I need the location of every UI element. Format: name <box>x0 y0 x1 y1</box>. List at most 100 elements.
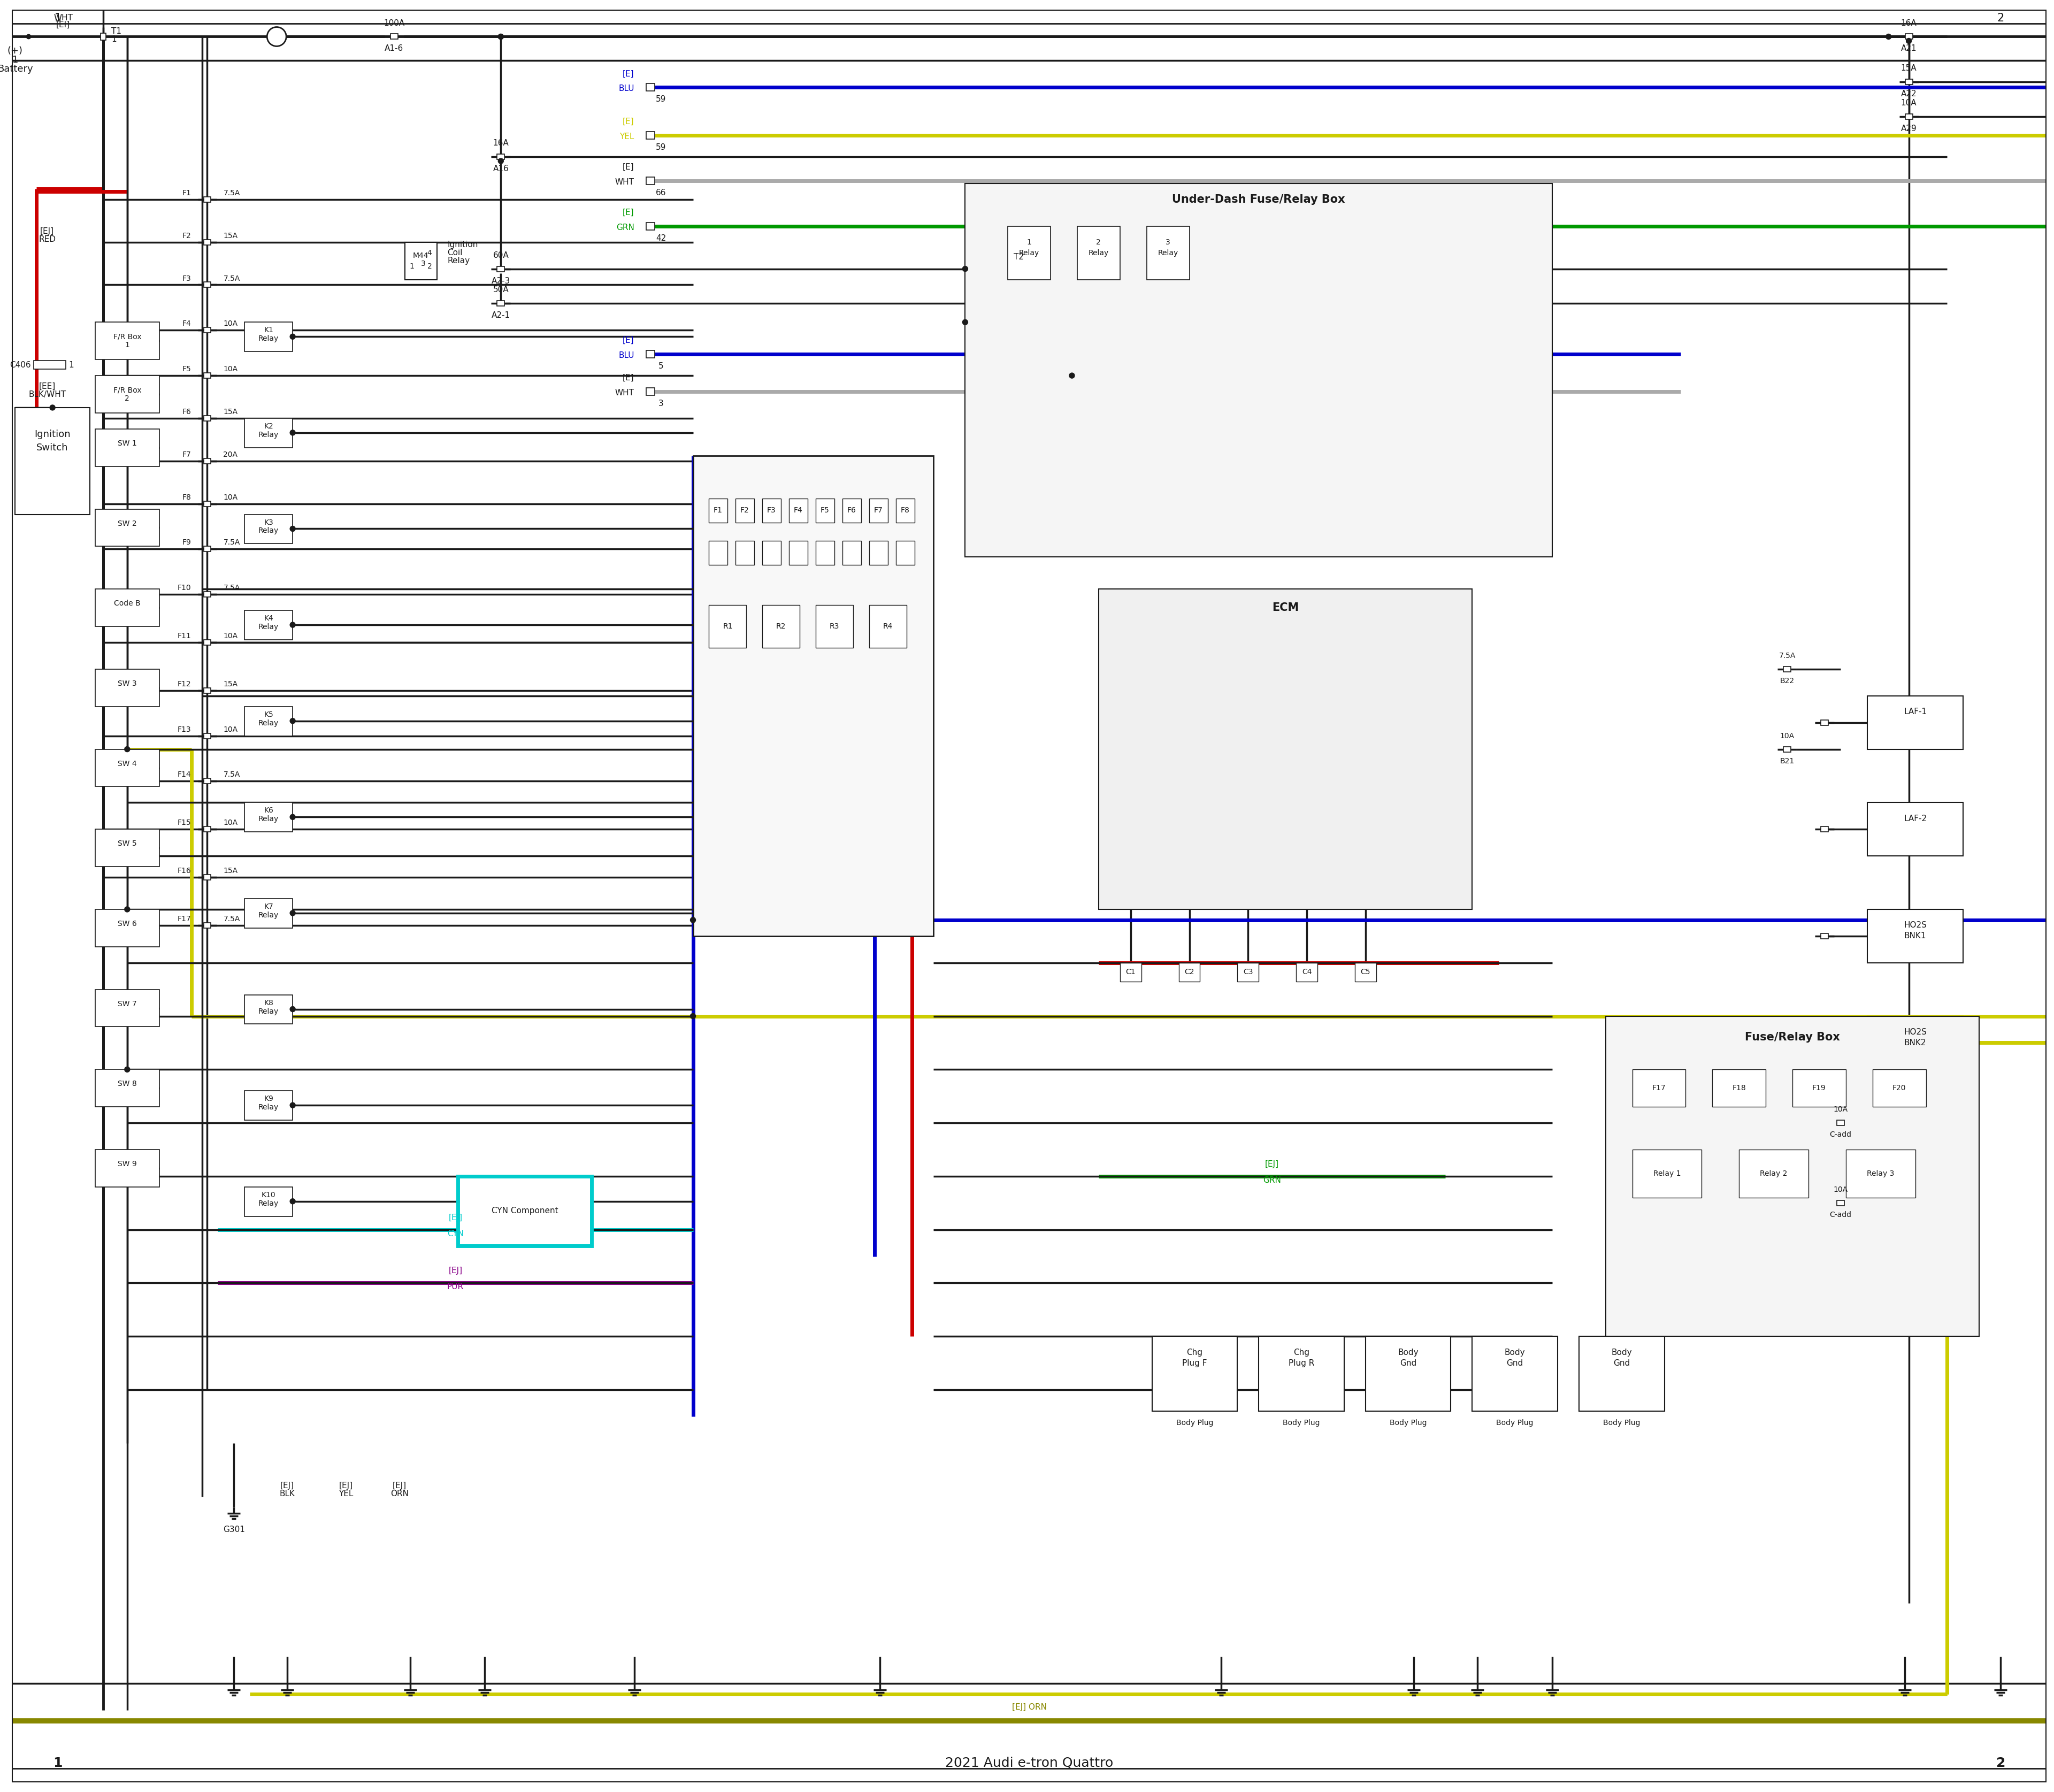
Text: GRN: GRN <box>616 224 635 231</box>
Text: Body: Body <box>1506 1348 1526 1357</box>
Text: 2021 Audi e-tron Quattro: 2021 Audi e-tron Quattro <box>945 1756 1113 1770</box>
Bar <box>1633 1070 1686 1107</box>
Text: B22: B22 <box>1781 677 1795 685</box>
Text: BLK/WHT: BLK/WHT <box>29 391 66 398</box>
Circle shape <box>290 430 296 435</box>
Text: Chg: Chg <box>1187 1348 1204 1357</box>
Text: Body Plug: Body Plug <box>1177 1419 1214 1426</box>
Text: F4: F4 <box>183 321 191 328</box>
Circle shape <box>499 158 503 163</box>
Bar <box>1873 1070 1927 1107</box>
Circle shape <box>290 1199 296 1204</box>
Circle shape <box>1886 34 1892 39</box>
Circle shape <box>963 319 967 324</box>
Bar <box>692 455 933 935</box>
Circle shape <box>125 907 129 912</box>
Bar <box>203 778 212 783</box>
Text: 1: 1 <box>111 36 117 43</box>
Circle shape <box>963 267 967 272</box>
Bar <box>1179 962 1200 982</box>
Circle shape <box>690 1014 696 1020</box>
Bar <box>762 541 781 564</box>
Text: K4: K4 <box>263 615 273 622</box>
Text: 3: 3 <box>659 400 663 407</box>
Text: 2: 2 <box>427 262 431 271</box>
Text: Relay: Relay <box>259 335 279 342</box>
Text: Gnd: Gnd <box>1401 1358 1417 1367</box>
Text: 2: 2 <box>1996 13 2005 23</box>
Text: [E]: [E] <box>622 375 635 382</box>
Text: C4: C4 <box>1302 968 1313 975</box>
Bar <box>94 376 160 412</box>
Text: 1: 1 <box>125 342 129 349</box>
Text: A29: A29 <box>1900 125 1916 133</box>
Bar <box>94 323 160 360</box>
Bar <box>842 498 861 521</box>
Bar <box>1473 1337 1557 1410</box>
Bar <box>203 591 212 597</box>
Text: F6: F6 <box>183 409 191 416</box>
Text: B21: B21 <box>1781 758 1795 765</box>
Text: 2: 2 <box>1097 238 1101 246</box>
Text: 60A: 60A <box>493 251 509 260</box>
Circle shape <box>499 34 503 39</box>
Bar <box>842 541 861 564</box>
Text: 15A: 15A <box>224 409 238 416</box>
Bar <box>101 32 107 41</box>
Text: Ignition: Ignition <box>35 430 70 439</box>
Circle shape <box>267 27 286 47</box>
Text: 15A: 15A <box>1900 65 1916 72</box>
Bar <box>647 177 655 185</box>
Text: Relay: Relay <box>259 1007 279 1014</box>
Text: 1: 1 <box>68 360 74 369</box>
Bar <box>244 995 292 1023</box>
Text: F/R Box: F/R Box <box>113 333 142 340</box>
Text: SW 1: SW 1 <box>117 439 138 448</box>
Text: 42: 42 <box>655 235 665 242</box>
Text: K1: K1 <box>263 326 273 333</box>
Text: K5: K5 <box>263 711 273 719</box>
Text: M44: M44 <box>413 251 429 260</box>
Bar <box>244 706 292 737</box>
Text: [E]: [E] <box>622 337 635 344</box>
Bar <box>815 498 834 521</box>
Text: Body Plug: Body Plug <box>1495 1419 1534 1426</box>
Text: F6: F6 <box>846 507 857 514</box>
Text: Body Plug: Body Plug <box>1284 1419 1321 1426</box>
Text: (+): (+) <box>8 47 23 56</box>
Text: [EJ]: [EJ] <box>448 1213 462 1222</box>
Text: Gnd: Gnd <box>1612 1358 1631 1367</box>
Text: 1: 1 <box>53 1756 62 1770</box>
Bar <box>735 498 754 521</box>
Bar <box>1296 962 1317 982</box>
Text: Body: Body <box>1399 1348 1419 1357</box>
Circle shape <box>290 527 296 532</box>
Text: F7: F7 <box>873 507 883 514</box>
Bar <box>203 923 212 928</box>
Text: F5: F5 <box>820 507 830 514</box>
Bar <box>203 459 212 464</box>
Bar <box>1820 720 1828 726</box>
Bar <box>497 267 505 272</box>
Text: 1: 1 <box>1027 238 1031 246</box>
Circle shape <box>690 918 696 923</box>
Bar <box>1713 1070 1766 1107</box>
Bar <box>244 898 292 928</box>
Circle shape <box>49 405 55 410</box>
Text: Code B: Code B <box>113 600 140 607</box>
Text: [EJ]: [EJ] <box>279 1482 294 1489</box>
Bar <box>94 1149 160 1186</box>
Text: 7.5A: 7.5A <box>224 584 240 591</box>
Text: CYN Component: CYN Component <box>491 1206 559 1215</box>
Text: 3: 3 <box>1167 238 1171 246</box>
Bar <box>1820 826 1828 831</box>
Text: F19: F19 <box>1812 1084 1826 1091</box>
Text: 15A: 15A <box>224 231 238 240</box>
Text: F18: F18 <box>1732 1084 1746 1091</box>
Text: BLU: BLU <box>618 351 635 360</box>
Text: 7.5A: 7.5A <box>224 539 240 547</box>
Text: F4: F4 <box>793 507 803 514</box>
Text: [E]: [E] <box>622 118 635 125</box>
Text: A2-1: A2-1 <box>491 312 509 319</box>
Bar <box>1633 1149 1701 1197</box>
